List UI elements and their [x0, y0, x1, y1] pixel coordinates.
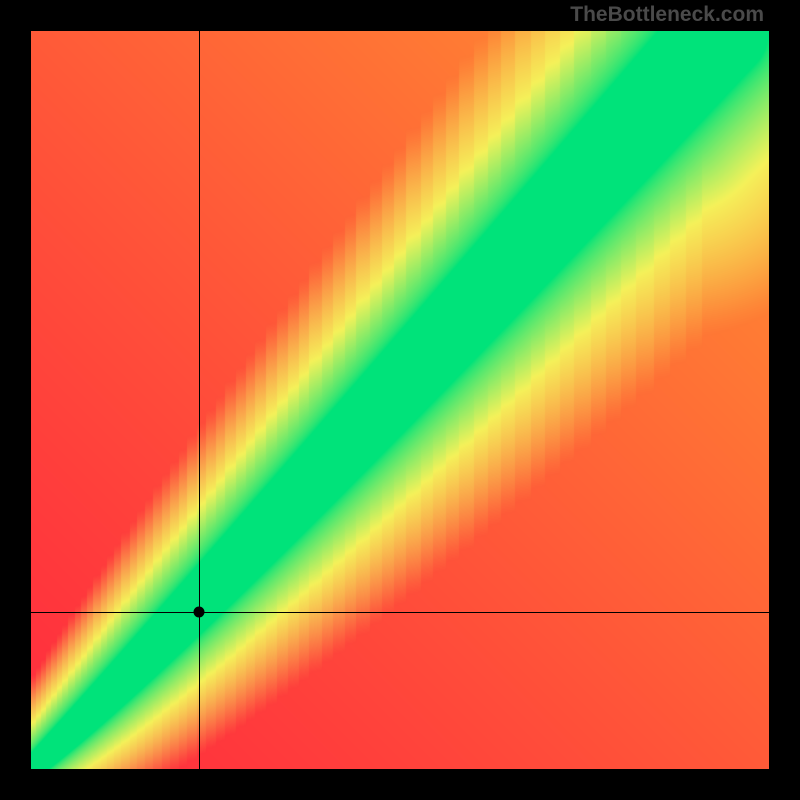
chart-border-right	[769, 0, 800, 800]
watermark-label: TheBottleneck.com	[570, 3, 764, 27]
heatmap-canvas	[31, 31, 769, 769]
heatmap-plot-area	[31, 31, 769, 769]
chart-border-bottom	[0, 769, 800, 800]
crosshair-marker	[193, 607, 204, 618]
chart-border-left	[0, 0, 31, 800]
crosshair-horizontal	[31, 612, 769, 613]
crosshair-vertical	[199, 31, 200, 769]
